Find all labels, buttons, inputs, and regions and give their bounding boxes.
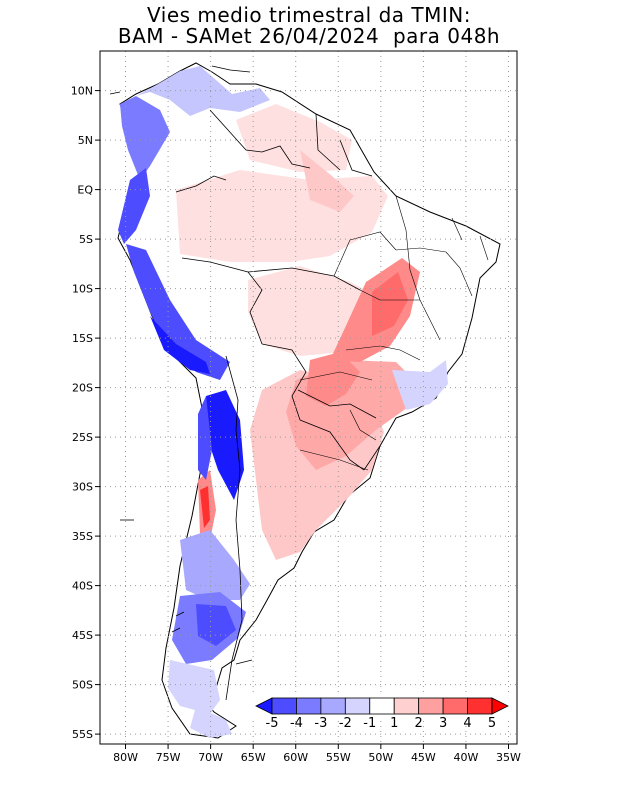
colorbar-label: 3 [439, 716, 447, 731]
lon-axis: 80W 75W 70W 65W 60W 55W 50W 45W 40W 35W [113, 744, 521, 764]
lat-tick-label: 55S [72, 728, 93, 741]
lon-tick-label: 35W [496, 751, 521, 764]
negative-bias-areas [118, 66, 448, 738]
country-borders [175, 109, 381, 701]
lon-tick-label: 75W [156, 751, 181, 764]
lat-tick-label: 5S [79, 233, 93, 246]
colorbar-bin [369, 697, 395, 715]
lon-tick-label: 80W [113, 751, 138, 764]
map-frame [99, 50, 518, 745]
colorbar-label: -5 [266, 716, 279, 731]
colorbar-bin [271, 697, 297, 715]
lat-tick-label: 25S [72, 431, 93, 444]
lat-tick-label: 30S [72, 481, 93, 494]
colorbar-label: -2 [339, 716, 352, 731]
lat-tick-label: 35S [72, 530, 93, 543]
lat-tick-label: 50S [72, 679, 93, 692]
lat-tick-label: 5N [78, 134, 93, 147]
lat-tick-label: 10S [72, 283, 93, 296]
state-borders [299, 195, 489, 471]
colorbar-bin [467, 697, 493, 715]
colorbar-bin [418, 697, 444, 715]
colorbar-bin [344, 697, 371, 715]
colorbar-bin [296, 697, 322, 715]
lon-tick-label: 65W [241, 751, 266, 764]
colorbar-label: 4 [463, 716, 471, 731]
colorbar-label: -1 [363, 716, 376, 731]
lon-tick-label: 55W [326, 751, 351, 764]
islands [109, 65, 253, 665]
lon-tick-label: 45W [411, 751, 436, 764]
lon-tick-label: 70W [198, 751, 223, 764]
lat-tick-label: 40S [72, 580, 93, 593]
lat-tick-label: EQ [77, 184, 93, 197]
lat-axis: 10N 5N EQ 5S 10S 15S 20S 25S 30S 35S 40S 45S 50S 55S [71, 85, 100, 741]
title-line-1: Vies medio trimestral da TMIN: [147, 3, 471, 27]
lat-tick-label: 45S [72, 629, 93, 642]
colorbar-label: -4 [290, 716, 303, 731]
lat-tick-label: 20S [72, 382, 93, 395]
colorbar-label: -3 [314, 716, 327, 731]
colorbar-bin [320, 697, 346, 715]
lon-tick-label: 60W [283, 751, 308, 764]
lat-tick-label: 15S [72, 332, 93, 345]
colorbar-bin [393, 697, 420, 715]
lon-tick-label: 40W [454, 751, 479, 764]
lat-tick-label: 10N [71, 85, 93, 98]
colorbar-label: 5 [488, 716, 496, 731]
title-line-2: BAM - SAMet 26/04/2024 para 048h [117, 24, 501, 48]
lon-tick-label: 50W [368, 751, 393, 764]
colorbar-label: 2 [415, 716, 423, 731]
colorbar-bin [442, 697, 468, 715]
colorbar: -5 -4 -3 -2 -1 1 2 3 4 5 [252, 694, 512, 731]
colorbar-label: 1 [390, 716, 398, 731]
lat-lon-grid [100, 51, 517, 744]
colorbar-bin [491, 697, 509, 715]
